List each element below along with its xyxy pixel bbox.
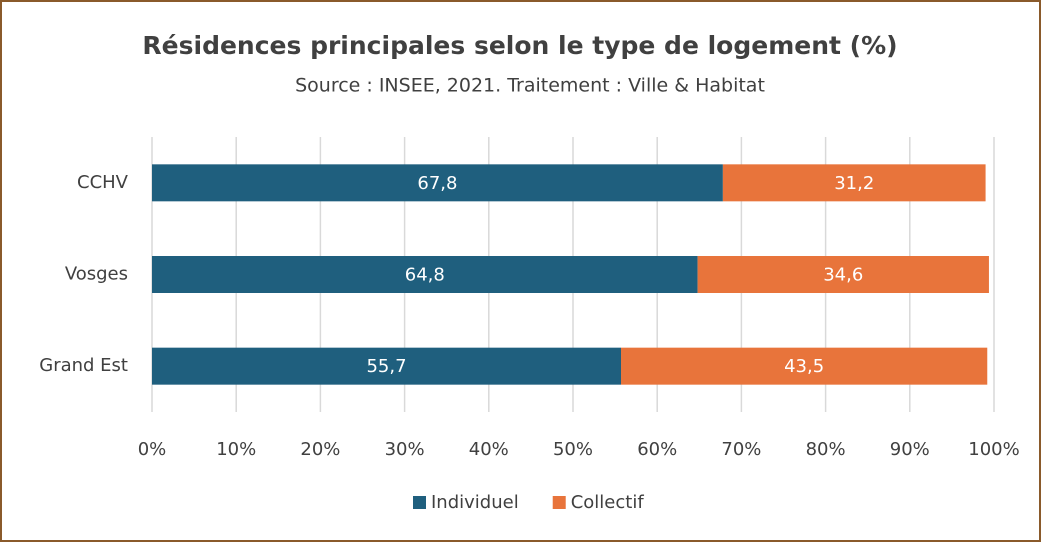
data-label: 43,5 [784,356,824,377]
x-tick-label: 30% [385,439,425,460]
x-tick-label: 90% [890,439,930,460]
legend-label: Collectif [571,492,645,513]
bar-segment [152,347,621,385]
legend-label: Individuel [431,492,519,513]
y-tick-label: Vosges [65,264,128,285]
x-tick-label: 0% [138,439,167,460]
x-tick-label: 20% [300,439,340,460]
data-label: 64,8 [405,265,445,286]
legend-swatch [552,496,566,509]
data-label: 31,2 [834,173,874,194]
bar-segment [620,347,988,385]
y-tick-label: CCHV [77,172,129,193]
x-tick-label: 10% [216,439,256,460]
x-tick-label: 60% [637,439,677,460]
x-tick-label: 40% [469,439,509,460]
chart-title: Résidences principales selon le type de … [142,31,897,60]
y-tick-label: Grand Est [39,355,128,376]
x-tick-label: 50% [553,439,593,460]
x-tick-label: 70% [721,439,761,460]
data-label: 67,8 [417,173,457,194]
data-label: 55,7 [366,356,406,377]
x-tick-label: 80% [806,439,846,460]
bar-segment [722,164,986,202]
bar-segment [152,164,723,202]
chart-subtitle: Source : INSEE, 2021. Traitement : Ville… [295,75,765,97]
bar-segment [152,256,698,293]
x-tick-label: 100% [968,439,1019,460]
legend-swatch [413,496,426,509]
data-label: 34,6 [823,265,863,286]
bar-segment [697,256,989,293]
